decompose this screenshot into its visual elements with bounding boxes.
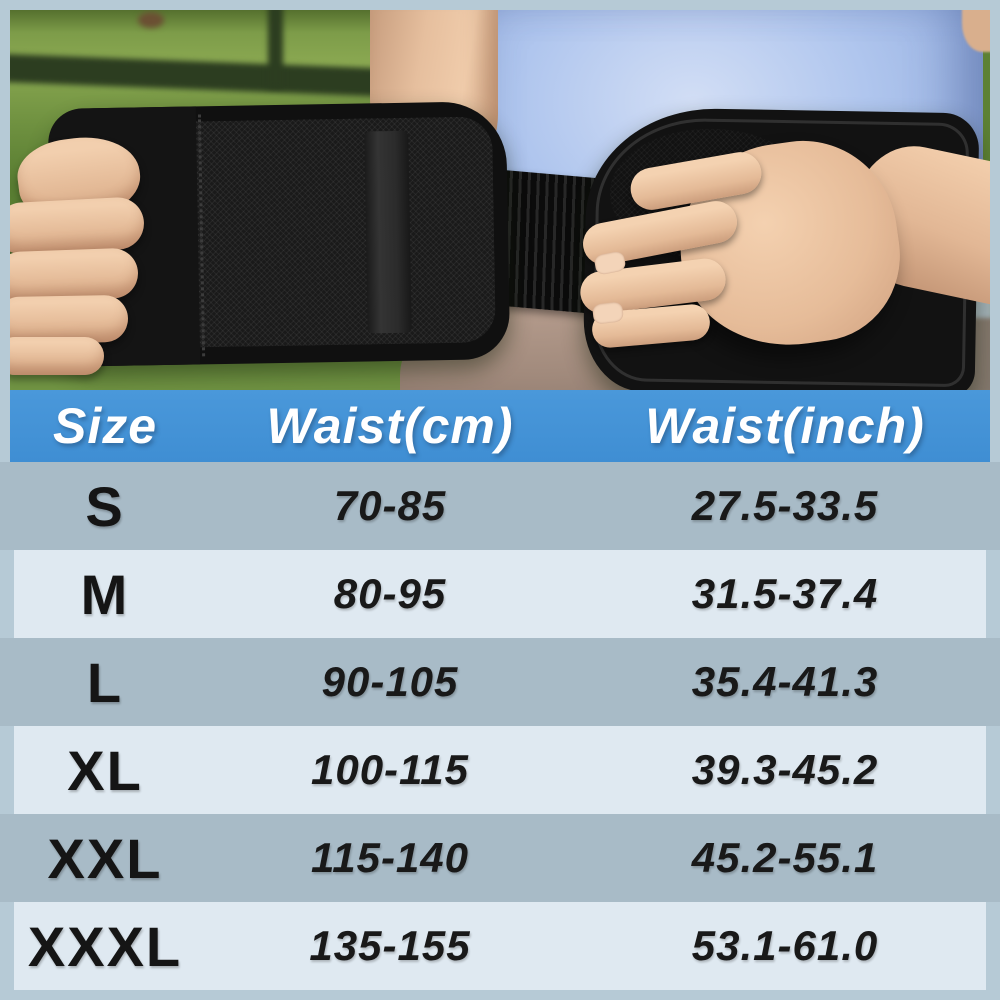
column-header-waist-cm: Waist(cm) [266, 398, 514, 454]
belt-inner-strap [364, 130, 412, 334]
table-row: L 90-105 35.4-41.3 [0, 638, 1000, 726]
waist-inch-value: 35.4-41.3 [691, 658, 879, 705]
column-header-size: Size [52, 398, 158, 454]
waist-inch-value: 45.2-55.1 [691, 834, 879, 881]
left-hand-finger [10, 247, 139, 303]
waist-inch-value: 31.5-37.4 [691, 570, 879, 617]
waist-cm-value: 80-95 [333, 570, 447, 617]
size-value: XXL [47, 826, 163, 890]
table-row: XXL 115-140 45.2-55.1 [0, 814, 1000, 902]
waist-cm-value: 70-85 [333, 482, 447, 529]
size-value: L [86, 650, 124, 714]
distant-object [138, 12, 164, 28]
size-value: XXXL [27, 914, 183, 978]
product-photo [10, 10, 990, 390]
fence-post [268, 10, 283, 88]
waist-cm-value: 90-105 [321, 658, 459, 705]
waist-inch-value: 53.1-61.0 [691, 922, 879, 969]
size-value: M [80, 562, 130, 626]
table-row: S 70-85 27.5-33.5 [0, 462, 1000, 550]
size-value: XL [67, 738, 143, 802]
left-hand-finger [10, 196, 146, 256]
waist-cm-value: 115-140 [310, 834, 470, 881]
size-value: S [85, 474, 125, 538]
waist-inch-value: 27.5-33.5 [691, 482, 879, 529]
waist-inch-value: 39.3-45.2 [691, 746, 879, 793]
column-header-waist-inch: Waist(inch) [645, 398, 925, 454]
waist-cm-value: 135-155 [309, 922, 471, 969]
waist-cm-value: 100-115 [310, 746, 470, 793]
table-row: M 80-95 31.5-37.4 [0, 550, 1000, 638]
left-hand-finger [10, 337, 104, 375]
table-header-row: Size Waist(cm) Waist(inch) [0, 390, 1000, 462]
table-row: XXXL 135-155 53.1-61.0 [0, 902, 1000, 990]
size-table: Size Waist(cm) Waist(inch) S 70-85 27.5-… [0, 390, 1000, 990]
table-row: XL 100-115 39.3-45.2 [0, 726, 1000, 814]
